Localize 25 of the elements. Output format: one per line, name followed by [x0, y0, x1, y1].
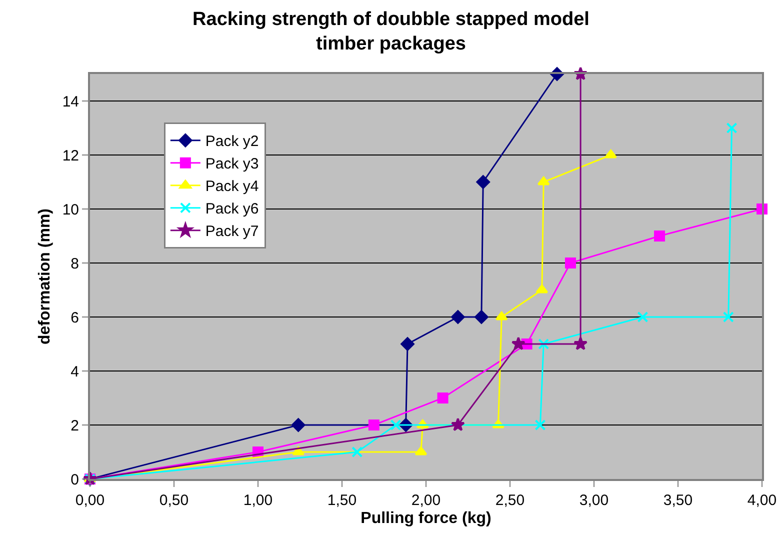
- legend-label: Pack y2: [205, 133, 259, 150]
- x-tick-label: 3,50: [663, 492, 693, 509]
- y-tick-label: 12: [62, 147, 79, 164]
- x-tick-label: 1,50: [327, 492, 357, 509]
- y-tick-label: 14: [62, 93, 79, 110]
- x-tick-label: 0,00: [75, 492, 105, 509]
- legend-label: Pack y4: [205, 178, 259, 196]
- y-tick-label: 2: [70, 417, 79, 434]
- y-tick-label: 10: [62, 201, 79, 218]
- x-tick-label: 2,00: [411, 492, 441, 509]
- chart-title: Racking strength of doubble stapped model timber packages: [192, 8, 590, 55]
- legend-label: Pack y7: [205, 223, 259, 240]
- y-tick-label: 0: [70, 471, 79, 488]
- legend-label: Pack y6: [205, 200, 259, 218]
- y-tick-label: 4: [70, 363, 79, 380]
- legend-label: Pack y3: [205, 156, 259, 173]
- y-axis-title: deformation (mm): [36, 208, 54, 344]
- x-tick-label: 0,50: [159, 492, 189, 509]
- y-tick-label: 8: [70, 255, 79, 272]
- y-tick-label: 6: [70, 309, 79, 326]
- x-axis-title: Pulling force (kg): [360, 510, 492, 528]
- x-tick-label: 3,00: [579, 492, 609, 509]
- x-tick-label: 2,50: [495, 492, 525, 509]
- x-tick-label: 1,00: [243, 492, 273, 509]
- x-tick-label: 4,00: [747, 492, 777, 509]
